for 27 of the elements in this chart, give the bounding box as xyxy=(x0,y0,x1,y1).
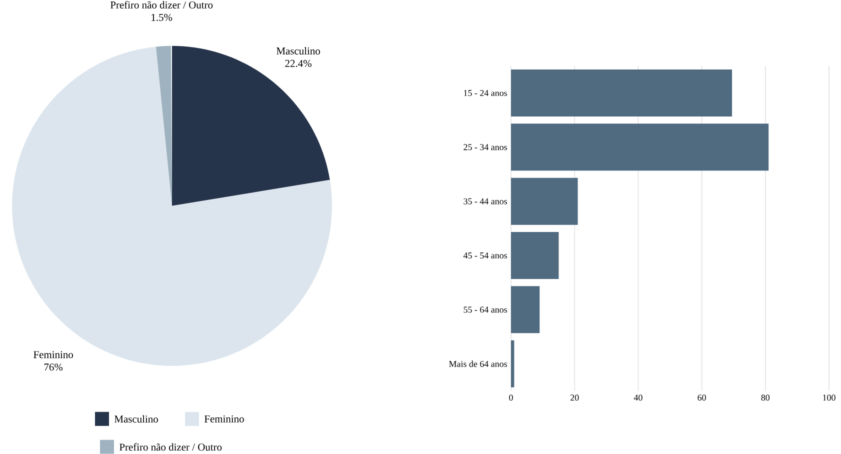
bar xyxy=(511,70,732,117)
legend-label: Prefiro não dizer / Outro xyxy=(119,443,222,451)
data-label: 22.4% xyxy=(285,60,312,68)
y-tick-label: 35 - 44 anos xyxy=(464,198,507,204)
bar xyxy=(511,286,540,334)
x-tick-label: 80 xyxy=(761,394,770,401)
y-tick-label: Mais de 64 anos xyxy=(449,360,507,368)
x-tick-label: 100 xyxy=(823,394,836,401)
bar xyxy=(511,124,769,171)
slice-label: Prefiro não dizer / Outro xyxy=(110,1,213,9)
legend-label: Feminino xyxy=(204,415,244,422)
y-tick-label: 45 - 54 anos xyxy=(463,252,507,259)
y-tick-label: 55 - 64 anos xyxy=(464,306,507,313)
bar xyxy=(511,232,559,280)
data-label: 76% xyxy=(44,364,63,371)
slice-label: Feminino xyxy=(34,351,73,358)
x-tick-label: 40 xyxy=(634,394,642,401)
data-label: 1.5% xyxy=(152,14,172,21)
bar xyxy=(511,340,514,388)
legend-label: Masculino xyxy=(114,415,158,423)
x-tick-label: 60 xyxy=(698,394,706,401)
x-tick-label: 0 xyxy=(509,394,513,401)
y-tick-label: 25 - 34 anos xyxy=(464,144,507,150)
bar xyxy=(511,178,578,225)
x-tick-label: 20 xyxy=(570,394,579,401)
slice-label: Masculino xyxy=(276,47,320,55)
y-tick-label: 15 - 24 anos xyxy=(464,90,507,96)
